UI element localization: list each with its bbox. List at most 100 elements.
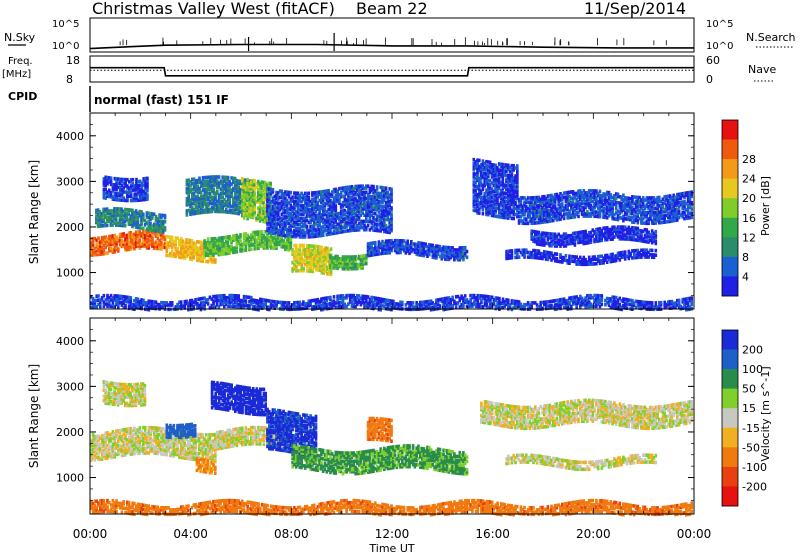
heatmap-cell [645, 215, 649, 219]
heatmap-cell [284, 192, 287, 196]
heatmap-cell [192, 209, 196, 214]
heatmap-cell [368, 201, 372, 205]
heatmap-cell [309, 234, 312, 239]
heatmap-cell [516, 204, 519, 209]
heatmap-cell [269, 189, 273, 194]
heatmap-cell [248, 182, 251, 186]
heatmap-cell [122, 186, 126, 190]
heatmap-cell [365, 203, 368, 207]
heatmap-cell [275, 217, 278, 222]
heatmap-cell [264, 236, 267, 240]
heatmap-cell [516, 184, 519, 189]
heatmap-cell [152, 232, 156, 236]
heatmap-cell [295, 243, 298, 248]
heatmap-cell [494, 198, 497, 202]
heatmap-cell [315, 261, 318, 266]
heatmap-cell [377, 214, 381, 218]
heatmap-cell [596, 210, 600, 215]
heatmap-cell [228, 202, 232, 206]
heatmap-cell [397, 250, 400, 255]
heatmap-cell [90, 243, 93, 247]
heatmap-cell [320, 190, 323, 194]
heatmap-cell [269, 191, 273, 196]
heatmap-cell [242, 248, 246, 253]
heatmap-cell [233, 176, 237, 181]
heatmap-cell [348, 255, 352, 259]
heatmap-cell [207, 201, 210, 206]
heatmap-cell [133, 212, 136, 217]
heatmap-cell [226, 249, 230, 254]
heatmap-cell [223, 191, 226, 196]
heatmap-cell [199, 196, 203, 201]
heatmap-cell [138, 194, 142, 198]
heatmap-cell [278, 236, 282, 241]
heatmap-cell [239, 210, 242, 214]
heatmap-cell [300, 268, 304, 273]
heatmap-cell [638, 208, 641, 213]
heatmap-cell [140, 244, 143, 248]
heatmap-cell [165, 235, 169, 239]
heatmap-cell [114, 223, 118, 227]
heatmap-cell [332, 190, 336, 194]
heatmap-cell [219, 179, 223, 183]
heatmap-cell [228, 237, 231, 241]
heatmap-cell [143, 229, 147, 234]
heatmap-cell [303, 216, 307, 221]
heatmap-cell [100, 215, 104, 220]
heatmap-cell [474, 198, 477, 203]
heatmap-cell [302, 193, 305, 198]
heatmap-cell [566, 195, 569, 199]
heatmap-cell [343, 223, 347, 227]
heatmap-cell [269, 183, 272, 188]
heatmap-cell [336, 197, 339, 202]
heatmap-cell [160, 227, 163, 232]
heatmap-cell [368, 188, 372, 193]
heatmap-cell [194, 209, 198, 214]
heatmap-cell [179, 251, 183, 256]
heatmap-cell [564, 212, 568, 216]
heatmap-cell [296, 260, 300, 265]
heatmap-cell [348, 203, 352, 208]
heatmap-cell [543, 194, 546, 199]
heatmap-cell [368, 211, 372, 216]
heatmap-cell [326, 253, 329, 257]
heatmap-cell [230, 208, 233, 213]
heatmap-cell [609, 201, 613, 206]
heatmap-cell [379, 200, 382, 204]
heatmap-cell [118, 209, 122, 213]
heatmap-cell [104, 187, 107, 192]
heatmap-cell [226, 202, 230, 206]
heatmap-cell [320, 252, 324, 256]
heatmap-cell [390, 206, 393, 210]
heatmap-cell [282, 206, 285, 211]
heatmap-cell [241, 246, 244, 251]
heatmap-cell [145, 229, 149, 234]
heatmap-cell [93, 253, 97, 257]
heatmap-cell [481, 171, 485, 175]
heatmap-cell [317, 253, 320, 258]
heatmap-cell [277, 211, 280, 216]
heatmap-cell [129, 233, 133, 237]
heatmap-cell [219, 248, 222, 253]
heatmap-cell [341, 255, 345, 259]
heatmap-cell [266, 231, 269, 236]
heatmap-cell [641, 204, 645, 209]
heatmap-cell [494, 171, 497, 176]
heatmap-cell [329, 201, 332, 205]
heatmap-cell [167, 245, 170, 249]
heatmap-cell [307, 256, 311, 261]
heatmap-cell [365, 211, 368, 215]
heatmap-cell [352, 201, 356, 205]
heatmap-cell [295, 247, 298, 252]
heatmap-cell [262, 246, 266, 250]
heatmap-cell [214, 236, 217, 241]
heatmap-cell [136, 211, 140, 216]
heatmap-cell [347, 218, 350, 223]
heatmap-cell [316, 234, 320, 238]
heatmap-cell [273, 244, 276, 248]
heatmap-cell [374, 201, 377, 206]
heatmap-cell [345, 265, 348, 269]
heatmap-cell [488, 195, 492, 199]
heatmap-cell [142, 193, 145, 198]
heatmap-cell [271, 200, 275, 204]
